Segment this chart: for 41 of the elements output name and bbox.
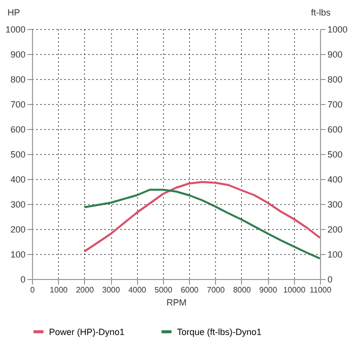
y-tick-label: 800 bbox=[10, 74, 26, 84]
y2-tick-label: 100 bbox=[328, 250, 343, 260]
y-tick-label: 200 bbox=[10, 224, 26, 234]
y2-tick-label: 1000 bbox=[328, 24, 348, 34]
y2-tick-label: 500 bbox=[328, 150, 343, 160]
x-tick-label: 10000 bbox=[283, 286, 306, 294]
y2-tick-label: 900 bbox=[328, 50, 343, 60]
x-tick-label: 4000 bbox=[128, 286, 147, 294]
x-tick-label: 1000 bbox=[50, 286, 68, 294]
x-axis-title: RPM bbox=[166, 298, 186, 308]
y-axis-title: HP bbox=[8, 8, 20, 18]
x-tick-label: 9000 bbox=[259, 286, 278, 294]
x-tick-label: 2000 bbox=[76, 286, 94, 294]
x-tick-label: 5000 bbox=[154, 286, 173, 294]
y2-tick-label: 0 bbox=[328, 274, 333, 284]
x-tick-label: 0 bbox=[30, 286, 36, 294]
legend-label: Power (HP)-Dyno1 bbox=[49, 326, 125, 337]
line-series bbox=[83, 181, 321, 252]
x-tick-label: 11000 bbox=[310, 286, 332, 294]
y2-tick-label: 800 bbox=[328, 74, 343, 84]
y-tick-label: 300 bbox=[10, 200, 26, 210]
y-tick-label: 0 bbox=[20, 274, 26, 284]
line-series bbox=[83, 188, 321, 260]
x-tick-label: 8000 bbox=[233, 286, 252, 294]
y2-tick-label: 600 bbox=[328, 124, 343, 134]
y2-tick-label: 200 bbox=[328, 224, 343, 234]
x-tick-label: 6000 bbox=[180, 286, 200, 294]
legend-label: Torque (ft-lbs)-Dyno1 bbox=[177, 326, 262, 337]
y-tick-label: 100 bbox=[10, 250, 26, 260]
y-tick-label: 1000 bbox=[5, 24, 26, 34]
y-tick-label: 900 bbox=[10, 50, 26, 60]
y-tick-label: 700 bbox=[10, 100, 26, 110]
x-tick-label: 3000 bbox=[102, 286, 120, 294]
y2-tick-label: 700 bbox=[328, 100, 343, 110]
y-tick-label: 500 bbox=[10, 150, 26, 160]
y2-tick-label: 300 bbox=[328, 200, 343, 210]
y2-axis-title: ft-lbs bbox=[310, 8, 331, 18]
y2-tick-label: 400 bbox=[328, 174, 343, 184]
y-tick-label: 400 bbox=[10, 174, 26, 184]
y-tick-label: 600 bbox=[10, 124, 26, 134]
x-tick-label: 7000 bbox=[206, 286, 226, 294]
